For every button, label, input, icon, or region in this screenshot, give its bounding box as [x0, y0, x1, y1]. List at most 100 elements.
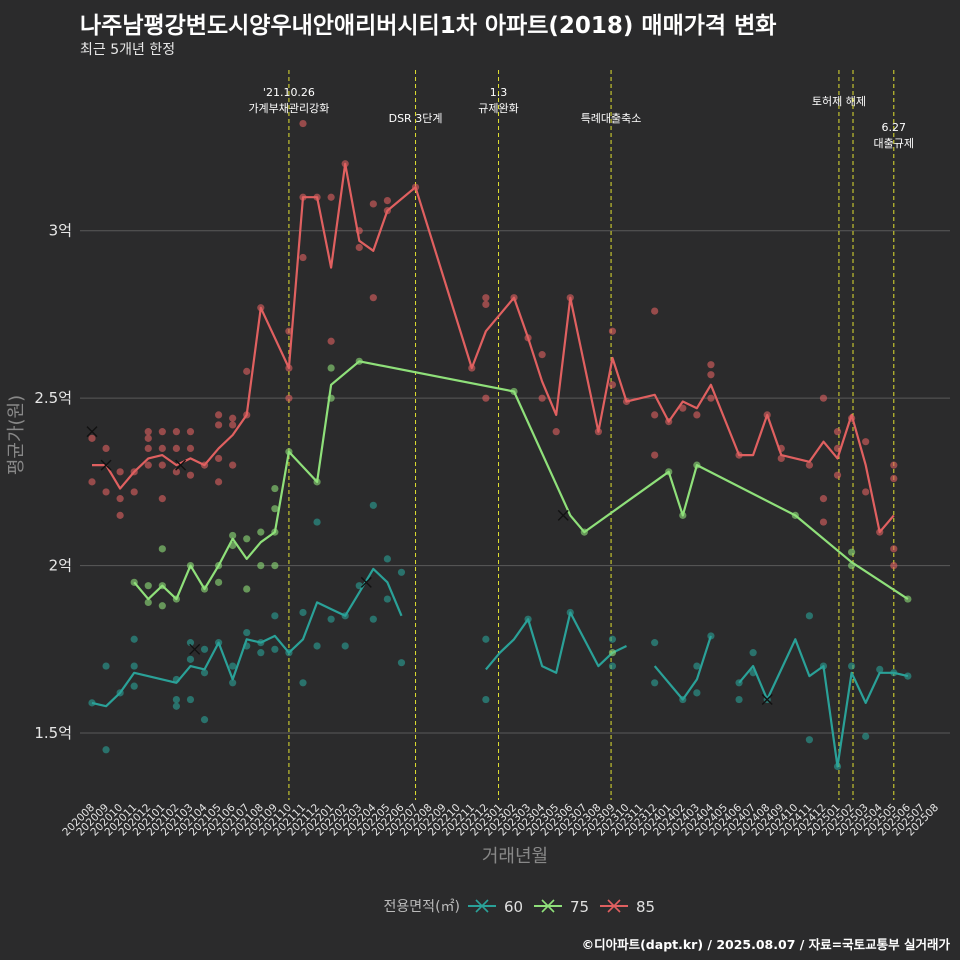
- data-point: [299, 679, 307, 687]
- data-point: [693, 689, 701, 697]
- data-point: [833, 428, 842, 436]
- data-point: [243, 628, 251, 637]
- data-point: [229, 531, 237, 540]
- event-annotation: 가계부채관리강화: [248, 102, 329, 115]
- data-point: [369, 294, 377, 302]
- data-point: [144, 444, 152, 452]
- axis-layer: 1.5억2억2.5억3억2020082020092020102020112020…: [6, 222, 941, 867]
- data-point: [327, 615, 335, 623]
- data-point: [608, 327, 617, 335]
- data-point: [172, 444, 180, 452]
- data-point: [172, 468, 180, 476]
- data-point: [397, 659, 406, 667]
- data-point: [805, 612, 814, 620]
- data-point: [257, 528, 265, 536]
- data-point: [172, 428, 180, 436]
- series-line: [92, 162, 895, 534]
- data-point: [88, 434, 96, 442]
- data-point: [144, 428, 152, 436]
- legend-label: 60: [504, 898, 523, 916]
- data-point: [482, 695, 490, 704]
- data-point: [88, 699, 96, 707]
- data-point: [707, 371, 715, 379]
- data-point: [186, 655, 195, 663]
- data-point: [144, 461, 152, 469]
- cross-marker: [557, 509, 569, 521]
- data-point: [215, 454, 223, 463]
- data-point: [158, 461, 166, 469]
- cross-marker: [175, 459, 187, 471]
- data-point: [862, 732, 870, 740]
- data-point: [749, 649, 757, 657]
- data-point: [271, 561, 279, 570]
- data-point: [833, 471, 842, 479]
- data-point: [271, 612, 279, 620]
- data-point: [186, 639, 195, 647]
- cross-marker: [360, 576, 372, 588]
- data-point: [651, 451, 659, 459]
- y-tick-label: 1.5억: [34, 724, 72, 742]
- data-point: [186, 428, 195, 436]
- data-point: [158, 444, 166, 452]
- legend-swatch-cross: [607, 899, 621, 913]
- data-point: [200, 645, 209, 653]
- data-point: [271, 505, 279, 513]
- data-point: [229, 662, 237, 670]
- data-point: [243, 585, 251, 593]
- x-axis-title: 거래년월: [482, 846, 548, 867]
- series-layer: [86, 119, 912, 771]
- chart-title: 나주남평강변도시양우내안애리버시티1차 아파트(2018) 매매가격 변화: [80, 13, 777, 39]
- series-75: [130, 357, 912, 657]
- data-point: [693, 411, 701, 419]
- data-point: [608, 635, 617, 643]
- data-point: [707, 394, 715, 402]
- data-point: [144, 598, 152, 607]
- data-point: [890, 461, 898, 469]
- cross-marker: [100, 459, 112, 471]
- data-point: [215, 578, 223, 586]
- event-annotation: DSR 3단계: [389, 112, 443, 125]
- data-point: [299, 253, 307, 262]
- data-point: [271, 645, 279, 653]
- series-line: [91, 567, 403, 708]
- data-point: [130, 488, 138, 496]
- data-point: [805, 461, 814, 469]
- data-point: [271, 484, 279, 493]
- data-point: [116, 511, 124, 519]
- data-point: [130, 662, 138, 670]
- data-point: [285, 394, 293, 402]
- data-point: [383, 555, 391, 563]
- legend-title: 전용면적(㎡): [384, 899, 460, 915]
- data-point: [102, 662, 110, 670]
- data-point: [819, 495, 828, 503]
- data-point: [848, 662, 856, 670]
- legend-swatch-cross: [475, 899, 489, 913]
- data-point: [482, 635, 490, 643]
- event-annotation: 규제완화: [478, 102, 518, 115]
- data-point: [158, 428, 166, 436]
- data-point: [862, 488, 870, 496]
- data-point: [186, 471, 195, 479]
- data-point: [369, 615, 377, 623]
- data-point: [552, 428, 560, 436]
- data-point: [341, 642, 349, 650]
- data-point: [229, 421, 237, 429]
- data-point: [355, 243, 363, 252]
- data-point: [116, 495, 124, 503]
- data-point: [313, 518, 321, 526]
- data-point: [538, 351, 546, 359]
- data-point: [243, 367, 251, 375]
- data-point: [158, 602, 166, 610]
- data-point: [144, 434, 152, 442]
- data-point: [735, 695, 743, 704]
- cross-marker: [761, 694, 773, 706]
- data-point: [186, 444, 195, 452]
- data-point: [172, 702, 180, 710]
- event-annotation: 6.27: [882, 121, 907, 134]
- series-line: [653, 635, 712, 701]
- data-point: [116, 468, 124, 476]
- data-point: [229, 414, 237, 422]
- source-credit: ©디아파트(dapt.kr) / 2025.08.07 / 자료=국토교통부 실…: [581, 937, 950, 952]
- data-point: [102, 746, 110, 754]
